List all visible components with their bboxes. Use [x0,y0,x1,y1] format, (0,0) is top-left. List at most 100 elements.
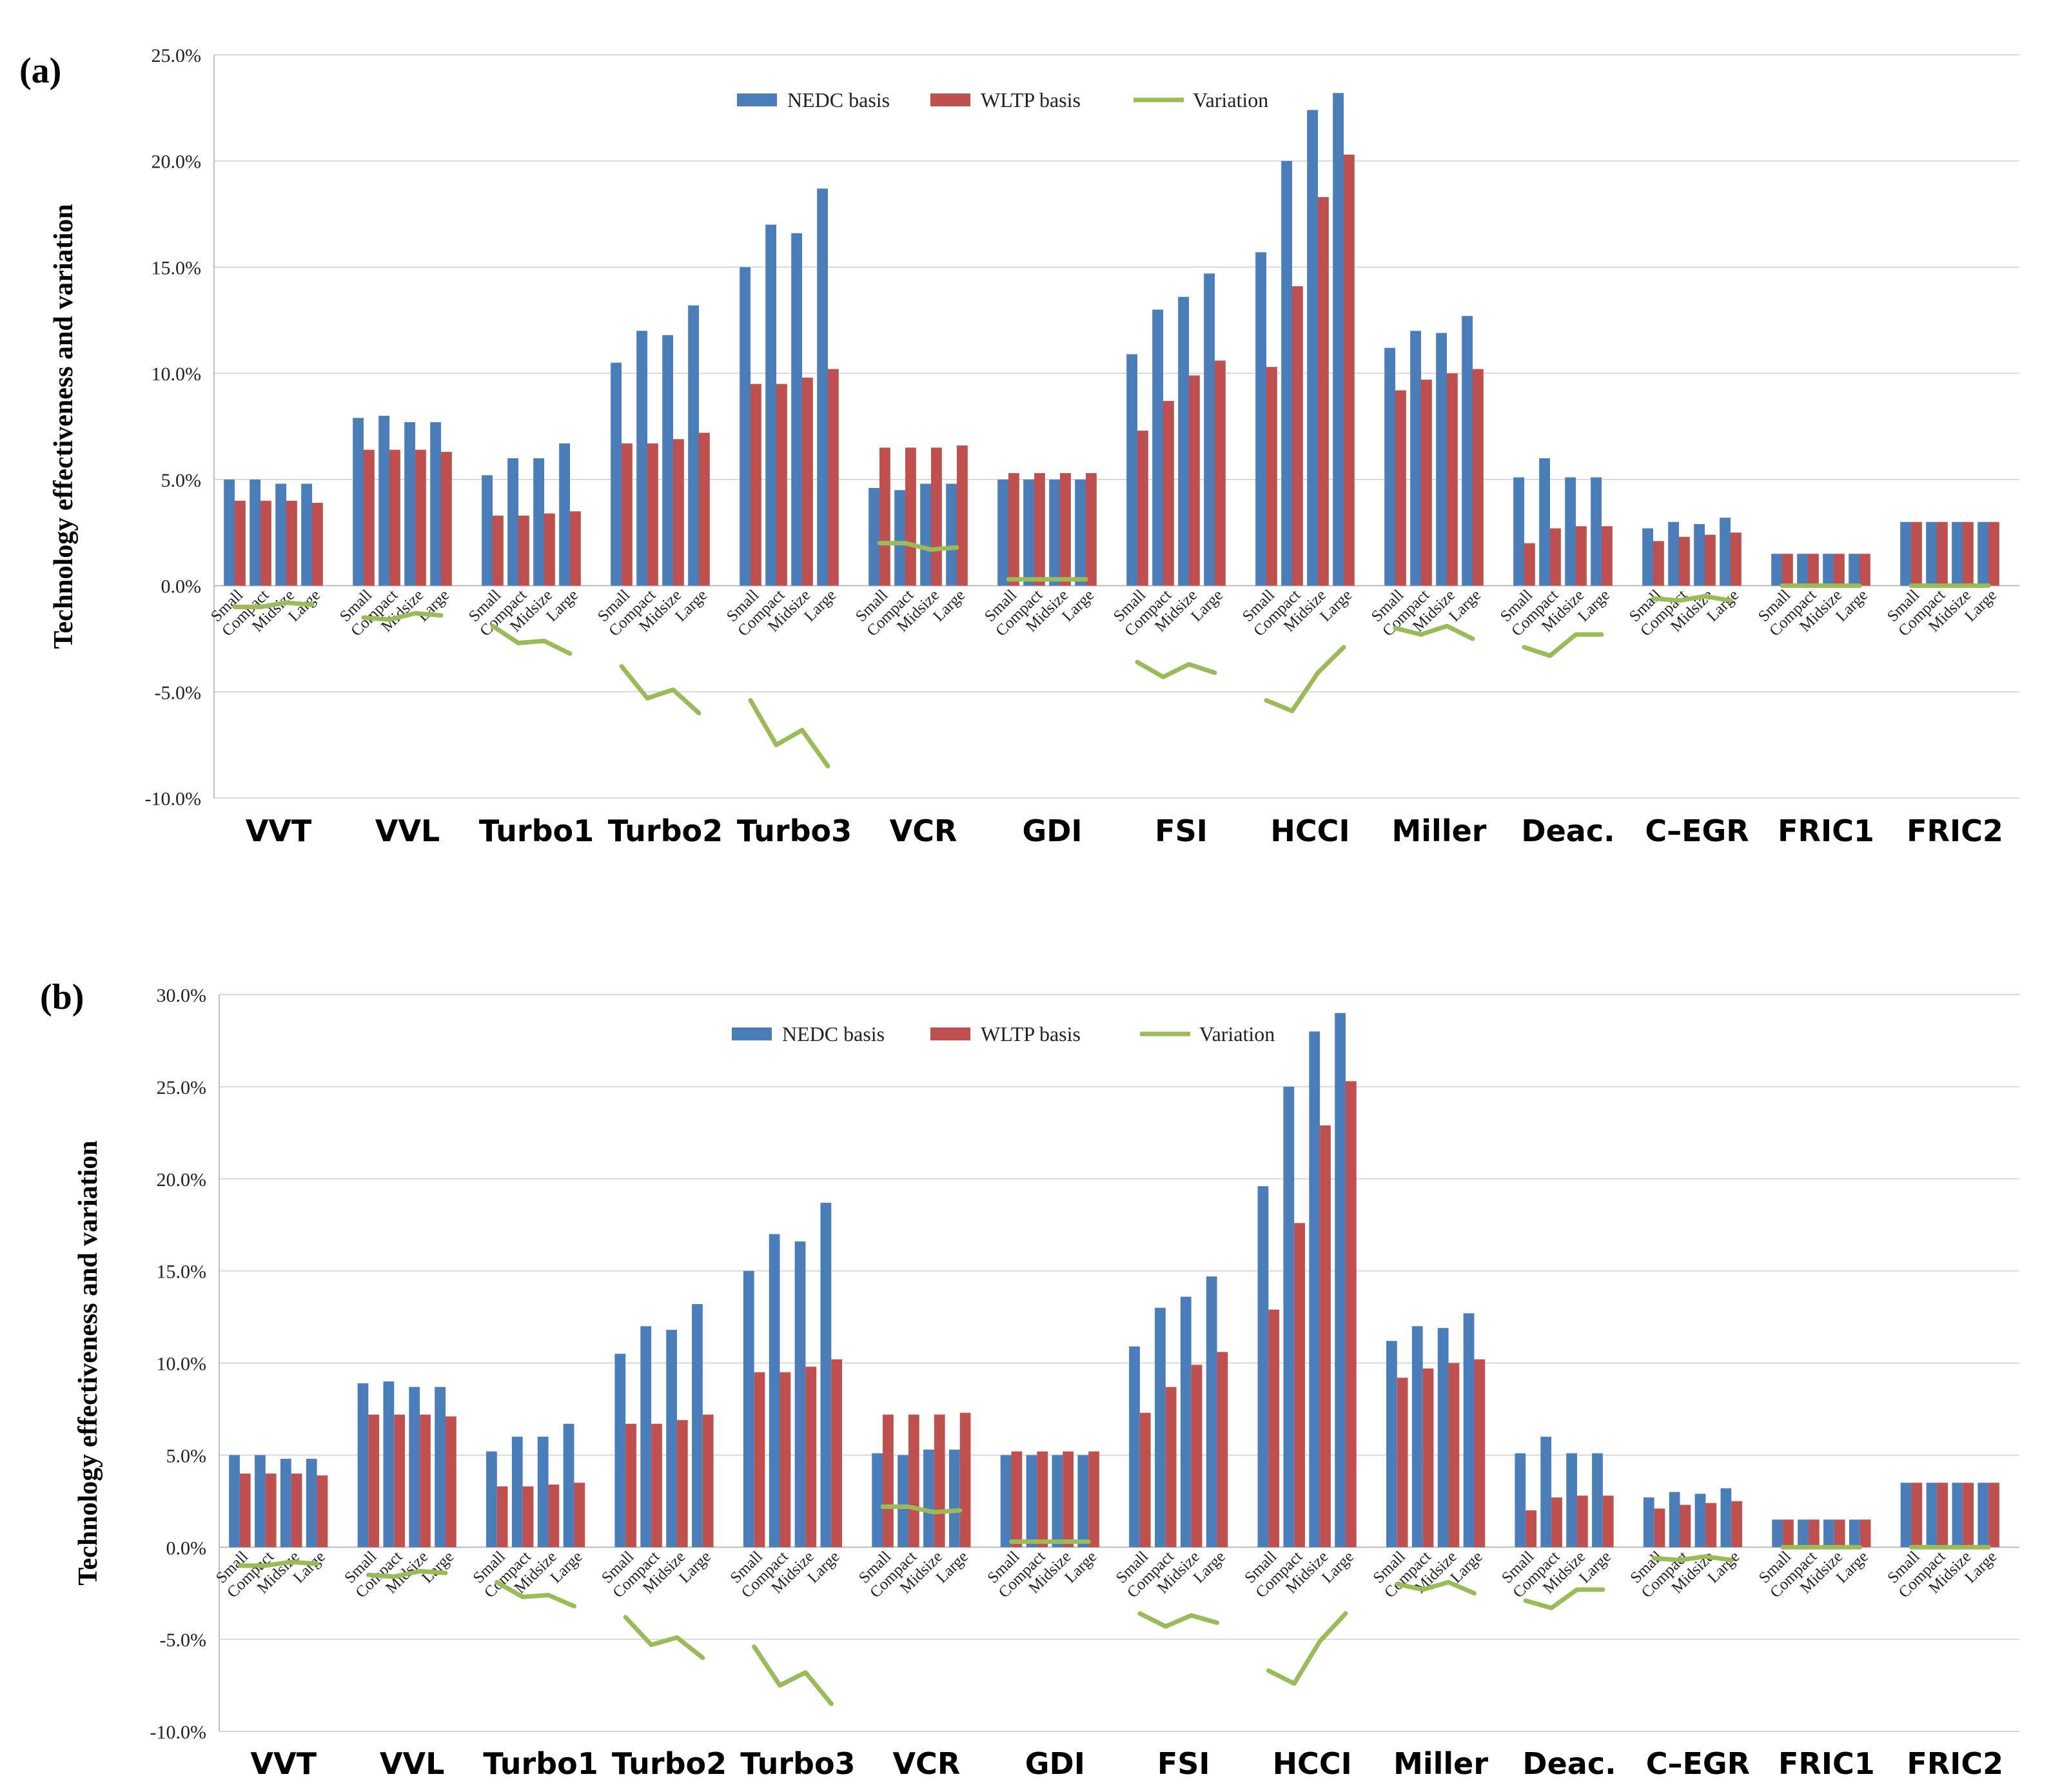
bar-wltp [235,500,246,586]
bar-wltp [625,1423,636,1548]
bar-nedc [1849,1519,1860,1548]
variation-line [877,541,959,552]
variation-line [490,623,573,656]
bar-wltp [1963,1483,1974,1548]
y-tick-label: -5.0% [160,1630,206,1651]
bar-nedc [1513,477,1524,586]
bar-nedc [948,1449,960,1548]
bar-nedc [486,1451,497,1548]
bar-wltp [1037,1451,1048,1548]
group-label: Miller [1393,1746,1488,1781]
bar-wltp [496,1486,508,1548]
bar-wltp [1911,521,1922,586]
bar-nedc [1180,1296,1192,1548]
bar-wltp [1860,1519,1871,1548]
legend-label: WLTP basis [981,88,1081,112]
bar-wltp [1474,1359,1486,1548]
y-tick-label: 10.0% [152,364,202,385]
variation-line [1264,645,1346,714]
bar-nedc [614,1354,626,1548]
group-label: VVT [250,1746,317,1781]
bar-wltp [1448,1363,1460,1548]
bar-nedc [666,1330,677,1548]
variation-line [1395,1580,1477,1596]
bar-nedc [533,458,544,586]
bar-wltp [441,452,452,586]
bar-nedc [1566,1453,1577,1548]
y-tick-label: 25.0% [152,45,202,66]
bar-nedc [1926,1483,1938,1548]
bar-wltp [265,1473,277,1548]
group-label: GDI [1022,813,1082,848]
bar-wltp [389,449,400,586]
bar-nedc [229,1455,240,1548]
bar-nedc [250,479,260,586]
bar-nedc [511,1436,523,1548]
bar-wltp [1576,526,1587,586]
y-tick-label: 20.0% [157,1169,207,1191]
group-label: VVL [375,813,440,848]
bar-wltp [445,1416,456,1548]
bar-nedc [1126,354,1137,586]
bar-wltp [780,1372,791,1548]
bar-wltp [518,515,529,586]
y-tick-label: 5.0% [161,470,202,491]
bar-wltp [828,369,839,586]
bar-wltp [1782,554,1793,586]
bar-wltp [1783,1519,1794,1548]
bar-nedc [280,1459,291,1548]
group-label: VVL [380,1746,445,1781]
bar-wltp [570,511,581,586]
bar-nedc [357,1383,369,1548]
variation-line [1523,1587,1605,1611]
bar-nedc [537,1436,549,1548]
bar-nedc [1307,110,1318,586]
bar-wltp [1705,1503,1717,1548]
group-label: C–EGR [1645,813,1749,848]
group-label: Deac. [1522,1746,1616,1781]
bar-nedc [692,1304,703,1548]
bar-wltp [1422,1368,1434,1548]
bar-nedc [820,1202,832,1548]
bar-nedc [1694,1494,1706,1548]
bar-nedc [378,416,389,586]
group-label: FSI [1155,813,1208,848]
bar-nedc [662,335,673,586]
bar-wltp [1060,472,1071,586]
variation-line [623,1615,705,1661]
bar-wltp [647,443,658,586]
bar-nedc [1797,554,1808,586]
bar-nedc [1152,309,1163,586]
bar-wltp [776,384,787,586]
bar-nedc [817,188,828,586]
bar-nedc [1771,554,1782,586]
bar-wltp [1268,1309,1280,1548]
bar-nedc [1463,1313,1475,1548]
group-label: VVT [246,813,312,848]
bar-wltp [1034,472,1045,586]
y-tick-label: -10.0% [150,1722,206,1743]
bar-nedc [404,422,415,586]
bar-nedc [1023,479,1034,586]
bar-nedc [1849,554,1860,586]
bar-wltp [1292,286,1303,586]
bar-nedc [1335,1013,1346,1548]
variation-line [748,697,830,769]
group-label: Miller [1392,813,1487,848]
bar-nedc [868,488,879,586]
bar-wltp [1808,1519,1820,1548]
bar-wltp [574,1483,585,1548]
bar-wltp [959,1412,971,1548]
bar-nedc [1539,458,1550,586]
legend-label: Variation [1199,1022,1275,1046]
group-label: Turbo1 [479,813,594,848]
group-label: FRIC1 [1778,813,1874,848]
legend-swatch-nedc [737,93,777,106]
y-tick-label: 25.0% [157,1077,207,1098]
group-label: Turbo3 [740,1746,855,1781]
y-tick-label: 20.0% [152,151,202,173]
bar-nedc [1926,521,1937,586]
bar-wltp [291,1473,302,1548]
bar-wltp [1217,1352,1228,1548]
bar-nedc [224,479,235,586]
